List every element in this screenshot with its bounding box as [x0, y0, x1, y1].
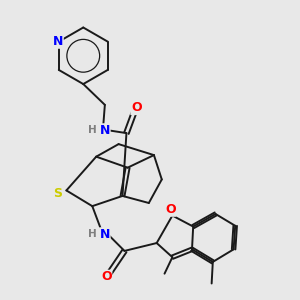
- Text: H: H: [88, 124, 96, 135]
- Text: O: O: [101, 270, 112, 283]
- Text: N: N: [100, 124, 110, 137]
- Text: N: N: [53, 35, 63, 48]
- Text: S: S: [53, 187, 62, 200]
- Text: O: O: [131, 101, 142, 115]
- Text: H: H: [88, 229, 96, 238]
- Text: O: O: [165, 203, 176, 216]
- Text: N: N: [100, 228, 110, 241]
